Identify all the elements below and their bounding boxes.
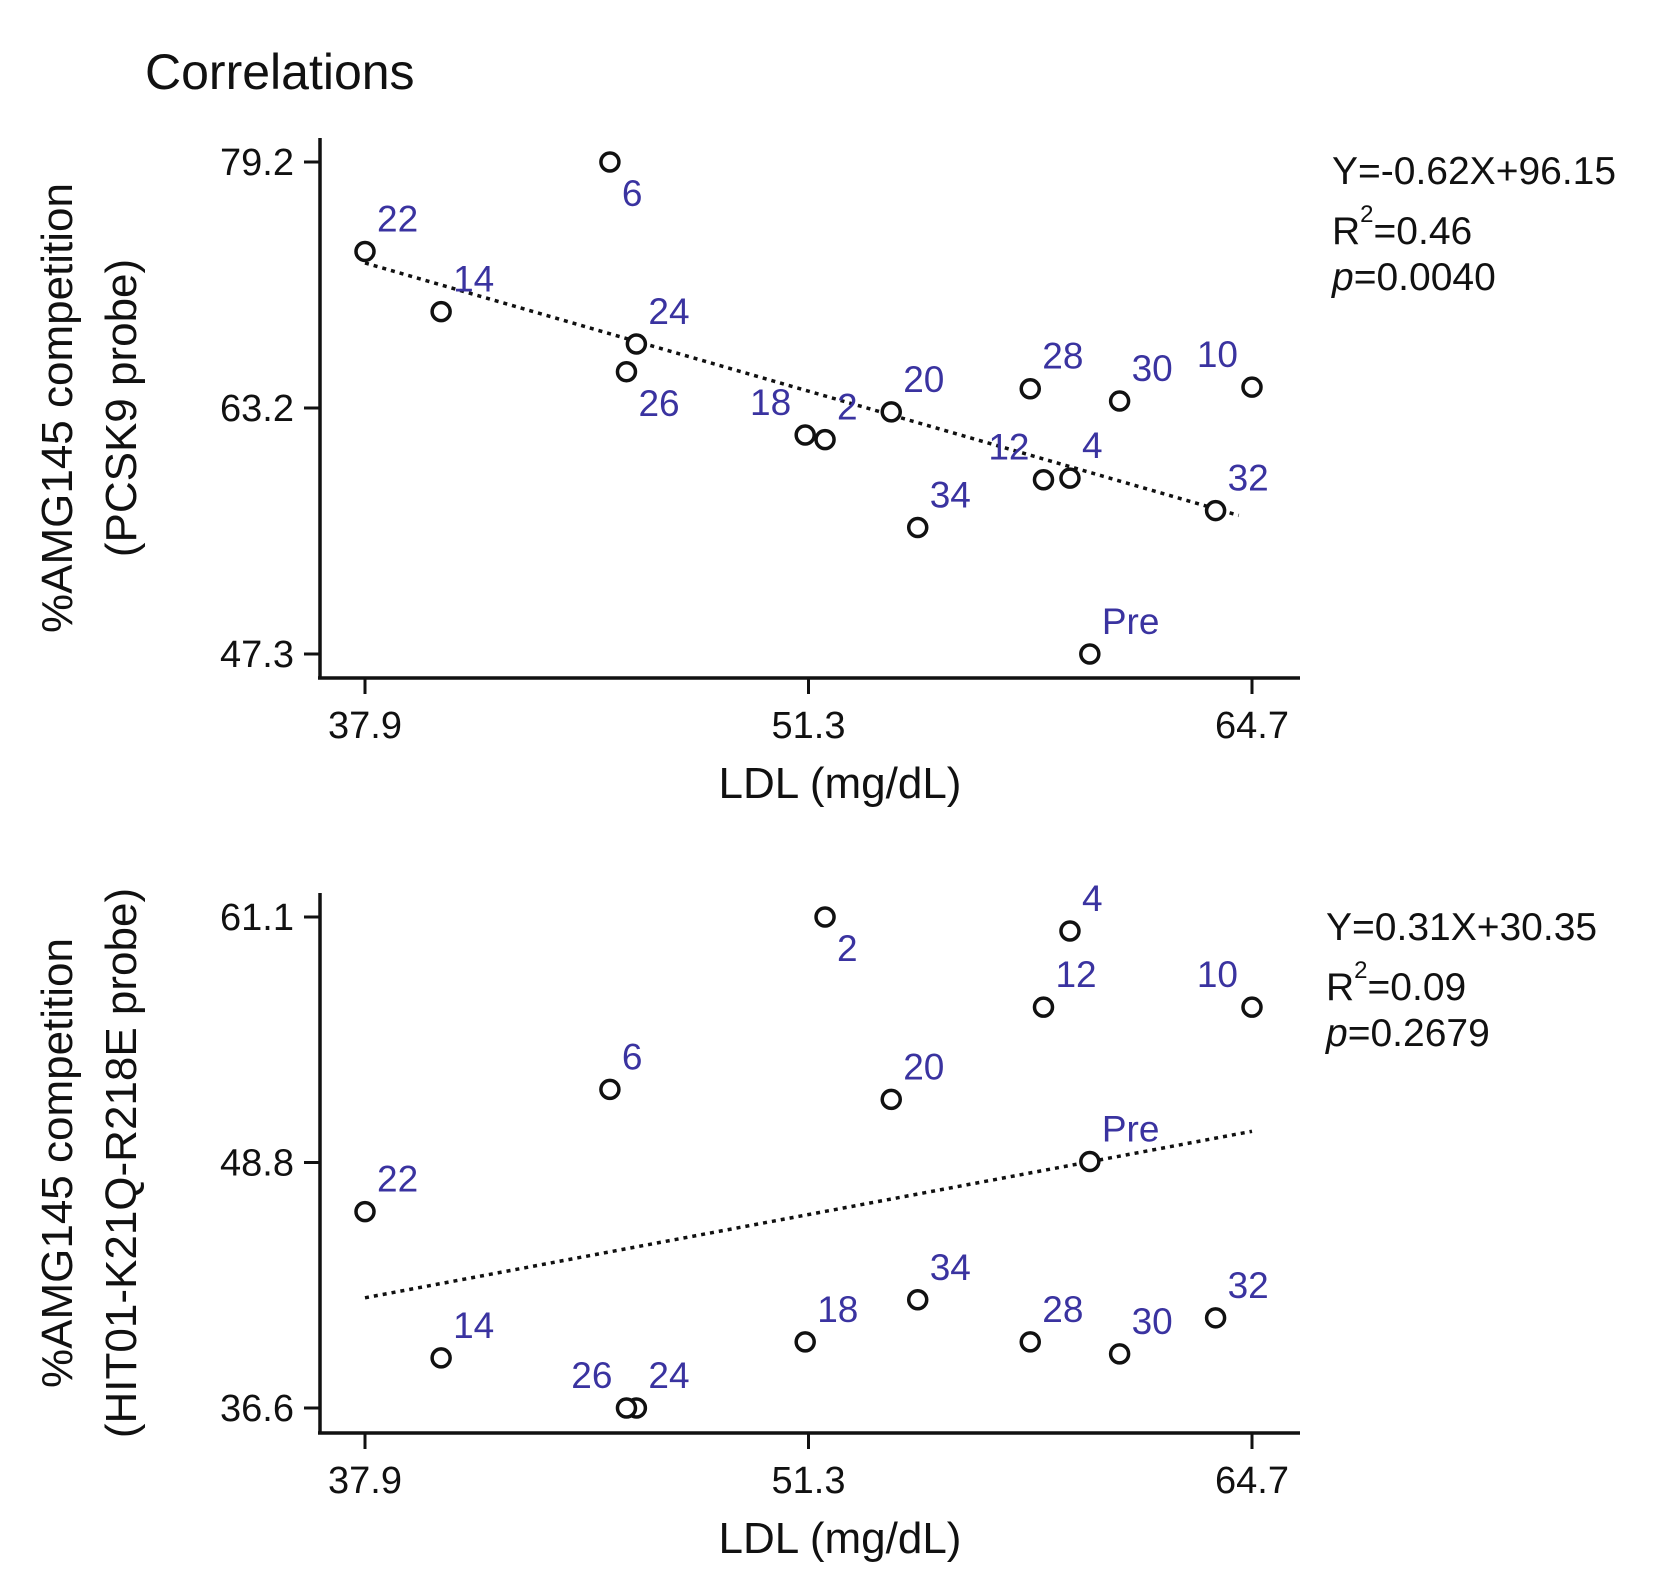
- data-point-12: [1032, 468, 1055, 491]
- y-tick-label: 48.8: [220, 1143, 294, 1185]
- point-label-28: 28: [1042, 336, 1083, 377]
- point-label-30: 30: [1132, 1301, 1173, 1342]
- data-point-26: [615, 1397, 638, 1419]
- data-point-28: [1019, 377, 1041, 400]
- regression-equation: Y=0.31X+30.35: [1326, 906, 1597, 949]
- y-tick-label: 63.2: [220, 388, 294, 430]
- y-tick-label: 36.6: [220, 1388, 294, 1430]
- x-tick-label: 37.9: [328, 705, 402, 747]
- r-squared: R2=0.09: [1326, 957, 1466, 1009]
- point-label-14: 14: [453, 259, 494, 300]
- data-point-34: [906, 516, 929, 539]
- data-point-24: [625, 333, 648, 355]
- regression-stats: Y=-0.62X+96.15 R2=0.46p=0.0040: [1331, 150, 1616, 299]
- data-point-14: [430, 1347, 452, 1369]
- y-tick-label: 47.3: [220, 634, 294, 676]
- data-point-18: [794, 424, 816, 446]
- r-squared: R2=0.46: [1332, 201, 1472, 253]
- regression-stats: Y=0.31X+30.35 R2=0.09p=0.2679: [1325, 906, 1597, 1055]
- data-point-26: [615, 361, 638, 383]
- point-label-6: 6: [622, 173, 643, 214]
- data-point-4: [1059, 920, 1081, 942]
- point-label-12: 12: [988, 427, 1029, 468]
- point-label-2: 2: [837, 928, 858, 969]
- point-label-Pre: Pre: [1102, 1108, 1160, 1149]
- y-axis-title: %AMG145 competition: [33, 183, 82, 633]
- data-point-Pre: [1079, 643, 1101, 665]
- data-point-34: [906, 1289, 929, 1311]
- x-axis-title: LDL (mg/dL): [719, 1514, 962, 1563]
- regression-equation: Y=-0.62X+96.15: [1332, 150, 1616, 193]
- point-label-10: 10: [1197, 334, 1238, 375]
- point-label-4: 4: [1082, 878, 1103, 919]
- data-point-14: [430, 300, 452, 323]
- point-label-28: 28: [1042, 1289, 1083, 1330]
- data-point-22: [354, 240, 376, 263]
- data-point-20: [880, 401, 902, 423]
- point-label-18: 18: [750, 382, 791, 423]
- x-tick-label: 37.9: [328, 1460, 402, 1502]
- data-point-2: [814, 428, 836, 451]
- data-point-2: [814, 906, 836, 928]
- y-axis-title-line2: (PCSK9 probe): [97, 259, 146, 557]
- data-point-10: [1241, 996, 1263, 1018]
- x-axis-title: LDL (mg/dL): [719, 759, 962, 808]
- data-point-28: [1019, 1331, 1041, 1353]
- point-label-22: 22: [377, 1159, 418, 1200]
- data-point-4: [1059, 467, 1081, 489]
- data-point-6: [599, 151, 621, 173]
- data-point-32: [1204, 1307, 1227, 1329]
- data-point-30: [1108, 1343, 1131, 1365]
- y-axis-title: %AMG145 competition: [33, 938, 82, 1388]
- point-label-Pre: Pre: [1102, 601, 1160, 642]
- scatter-panel-2: 37.9 51.3 64.7 36.6 48.8 61.1 LDL (mg/dL) %AMG1…: [33, 878, 1597, 1563]
- data-point-20: [880, 1088, 902, 1111]
- point-label-24: 24: [648, 1355, 689, 1396]
- data-point-Pre: [1079, 1150, 1101, 1173]
- point-label-2: 2: [837, 387, 858, 428]
- data-point-22: [354, 1200, 376, 1223]
- x-tick-label: 64.7: [1215, 705, 1289, 747]
- p-value: p=0.0040: [1331, 256, 1496, 299]
- point-label-30: 30: [1132, 348, 1173, 389]
- point-label-20: 20: [903, 359, 944, 400]
- point-label-34: 34: [930, 475, 971, 516]
- point-label-34: 34: [930, 1247, 971, 1288]
- point-label-10: 10: [1197, 954, 1238, 995]
- x-tick-label: 51.3: [772, 1460, 846, 1502]
- data-point-10: [1241, 376, 1263, 398]
- data-point-18: [794, 1331, 816, 1353]
- point-label-14: 14: [453, 1305, 494, 1346]
- figure-title: Correlations: [145, 44, 415, 100]
- trend-line: [364, 261, 1240, 518]
- point-label-26: 26: [571, 1355, 612, 1396]
- x-tick-label: 64.7: [1215, 1460, 1289, 1502]
- y-tick-label: 61.1: [220, 897, 294, 939]
- data-point-32: [1204, 499, 1227, 522]
- x-tick-label: 51.3: [772, 705, 846, 747]
- point-label-32: 32: [1228, 458, 1269, 499]
- point-label-6: 6: [622, 1036, 643, 1077]
- scatter-panel-1: 37.9 51.3 64.7 47.3 63.2 79.2 LDL (mg/dL) %AMG1…: [33, 138, 1616, 808]
- data-point-30: [1108, 390, 1131, 412]
- point-label-12: 12: [1055, 954, 1096, 995]
- trend-line: [364, 1129, 1253, 1300]
- data-point-12: [1032, 996, 1055, 1018]
- point-label-24: 24: [648, 291, 689, 332]
- point-label-22: 22: [377, 198, 418, 239]
- data-point-6: [599, 1078, 621, 1101]
- y-axis-title-line2: (HIT01-K21Q-R218E probe): [97, 888, 146, 1438]
- y-tick-label: 79.2: [220, 142, 294, 184]
- p-value: p=0.2679: [1325, 1012, 1490, 1055]
- point-label-18: 18: [817, 1289, 858, 1330]
- point-label-20: 20: [903, 1046, 944, 1087]
- point-label-26: 26: [638, 383, 679, 424]
- point-label-32: 32: [1228, 1265, 1269, 1306]
- point-label-4: 4: [1082, 425, 1103, 466]
